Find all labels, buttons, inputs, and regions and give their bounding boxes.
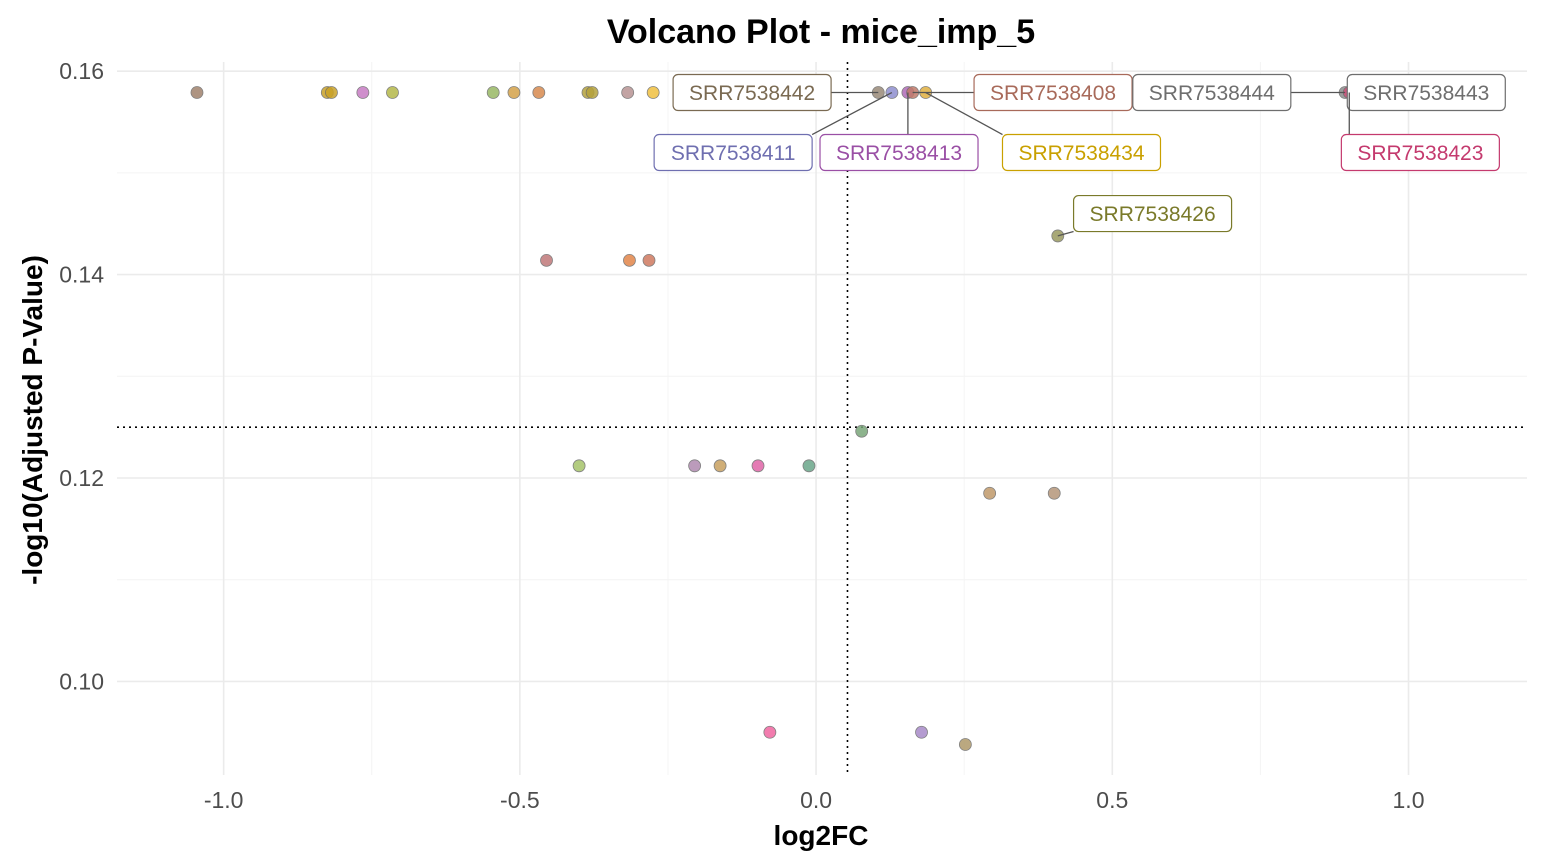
data-point — [585, 86, 599, 99]
data-point — [623, 253, 636, 267]
point-label-box — [1132, 73, 1292, 112]
data-point — [751, 459, 765, 473]
point-label: SRR7538423 — [1357, 142, 1483, 165]
x-tick-label: 0.0 — [800, 787, 832, 813]
data-point — [855, 424, 869, 438]
data-point — [507, 86, 521, 99]
x-tick-label: -1.0 — [204, 787, 244, 813]
point-label: SRR7538411 — [671, 142, 796, 165]
data-point — [572, 459, 586, 473]
data-point — [958, 738, 972, 751]
point-label-box — [1001, 133, 1162, 172]
x-tick-label: 0.5 — [1096, 787, 1128, 813]
label-connector — [1057, 230, 1074, 237]
data-point — [386, 86, 399, 99]
data-point — [190, 86, 204, 99]
point-label-box — [973, 73, 1133, 112]
chart-title: Volcano Plot - mice_imp_5 — [607, 13, 1035, 51]
y-axis-label: -log10(Adjusted P-Value) — [17, 255, 48, 585]
y-tick-label: 0.16 — [59, 58, 104, 84]
data-point — [486, 86, 500, 99]
data-point — [983, 486, 997, 500]
data-point — [713, 459, 727, 473]
point-label: SRR7538408 — [990, 82, 1116, 105]
x-tick-label: -0.5 — [500, 787, 540, 813]
data-point — [532, 86, 546, 99]
data-point — [802, 459, 816, 473]
label-connector — [811, 91, 893, 136]
point-label-box — [1340, 133, 1500, 172]
point-label: SRR7538443 — [1363, 82, 1489, 105]
point-label-box — [672, 73, 832, 112]
y-tick-label: 0.14 — [59, 262, 104, 288]
point-label: SRR7538434 — [1018, 142, 1144, 165]
point-label: SRR7538426 — [1090, 203, 1216, 226]
data-point — [688, 459, 702, 473]
point-label: SRR7538442 — [689, 82, 815, 105]
point-label-box — [1346, 73, 1506, 112]
point-label-box — [819, 133, 979, 172]
data-point — [915, 725, 928, 739]
point-label-box — [1072, 194, 1233, 233]
x-tick-label: 1.0 — [1393, 787, 1425, 813]
data-point — [1047, 486, 1061, 500]
data-point — [356, 86, 370, 99]
x-axis-label: log2FC — [774, 820, 869, 851]
point-label-box — [653, 133, 813, 172]
data-point — [325, 86, 338, 99]
label-connector — [925, 91, 1003, 136]
point-label: SRR7538413 — [836, 142, 962, 165]
point-label: SRR7538444 — [1149, 82, 1275, 105]
y-tick-label: 0.12 — [59, 465, 104, 491]
data-point — [646, 86, 660, 99]
y-tick-label: 0.10 — [59, 668, 104, 694]
data-point — [540, 253, 553, 267]
data-point — [763, 725, 777, 739]
data-point — [621, 86, 635, 99]
data-point — [642, 253, 656, 267]
